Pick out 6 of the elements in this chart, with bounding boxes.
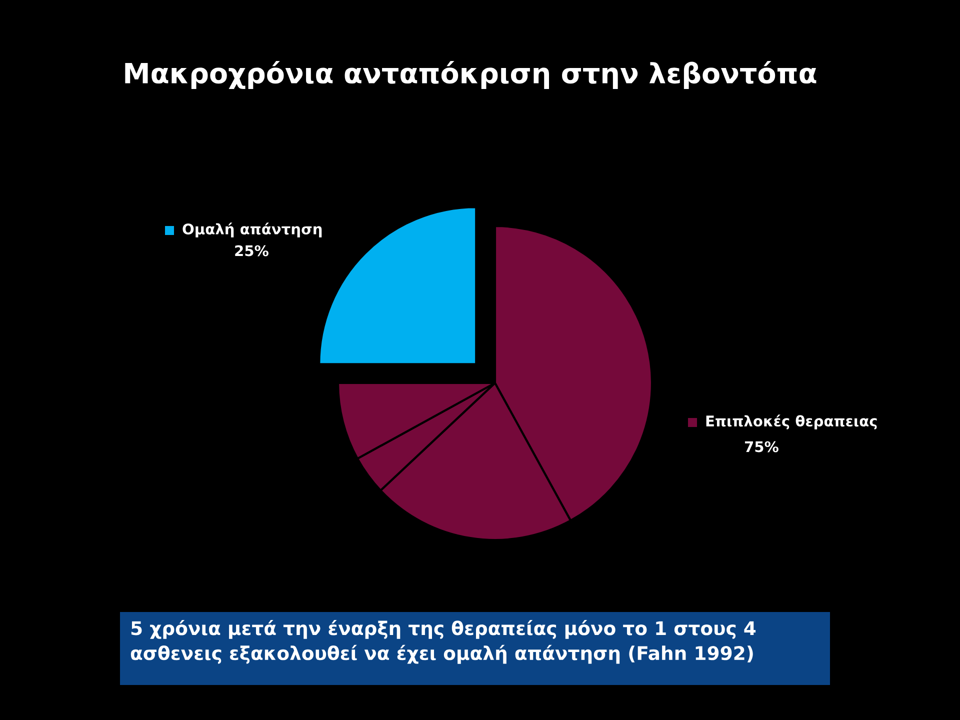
legend-label: Ομαλή απάντηση — [182, 222, 322, 238]
legend-label: Επιπλοκές θεραπειας — [706, 414, 877, 430]
text: 25% — [235, 245, 268, 256]
text: 75% — [744, 441, 778, 452]
text: 5 χρόνια μετά την έναρξη της θεραπείας μόνο το 1 στους 4 ασθενεις εξακολουθεί να έχει ομαλή απάντηση (Fahn 1992) — [130, 620, 756, 664]
chart-title: Μακροχρόνια ανταπόκριση στην λεβοντόπα — [125, 61, 816, 89]
